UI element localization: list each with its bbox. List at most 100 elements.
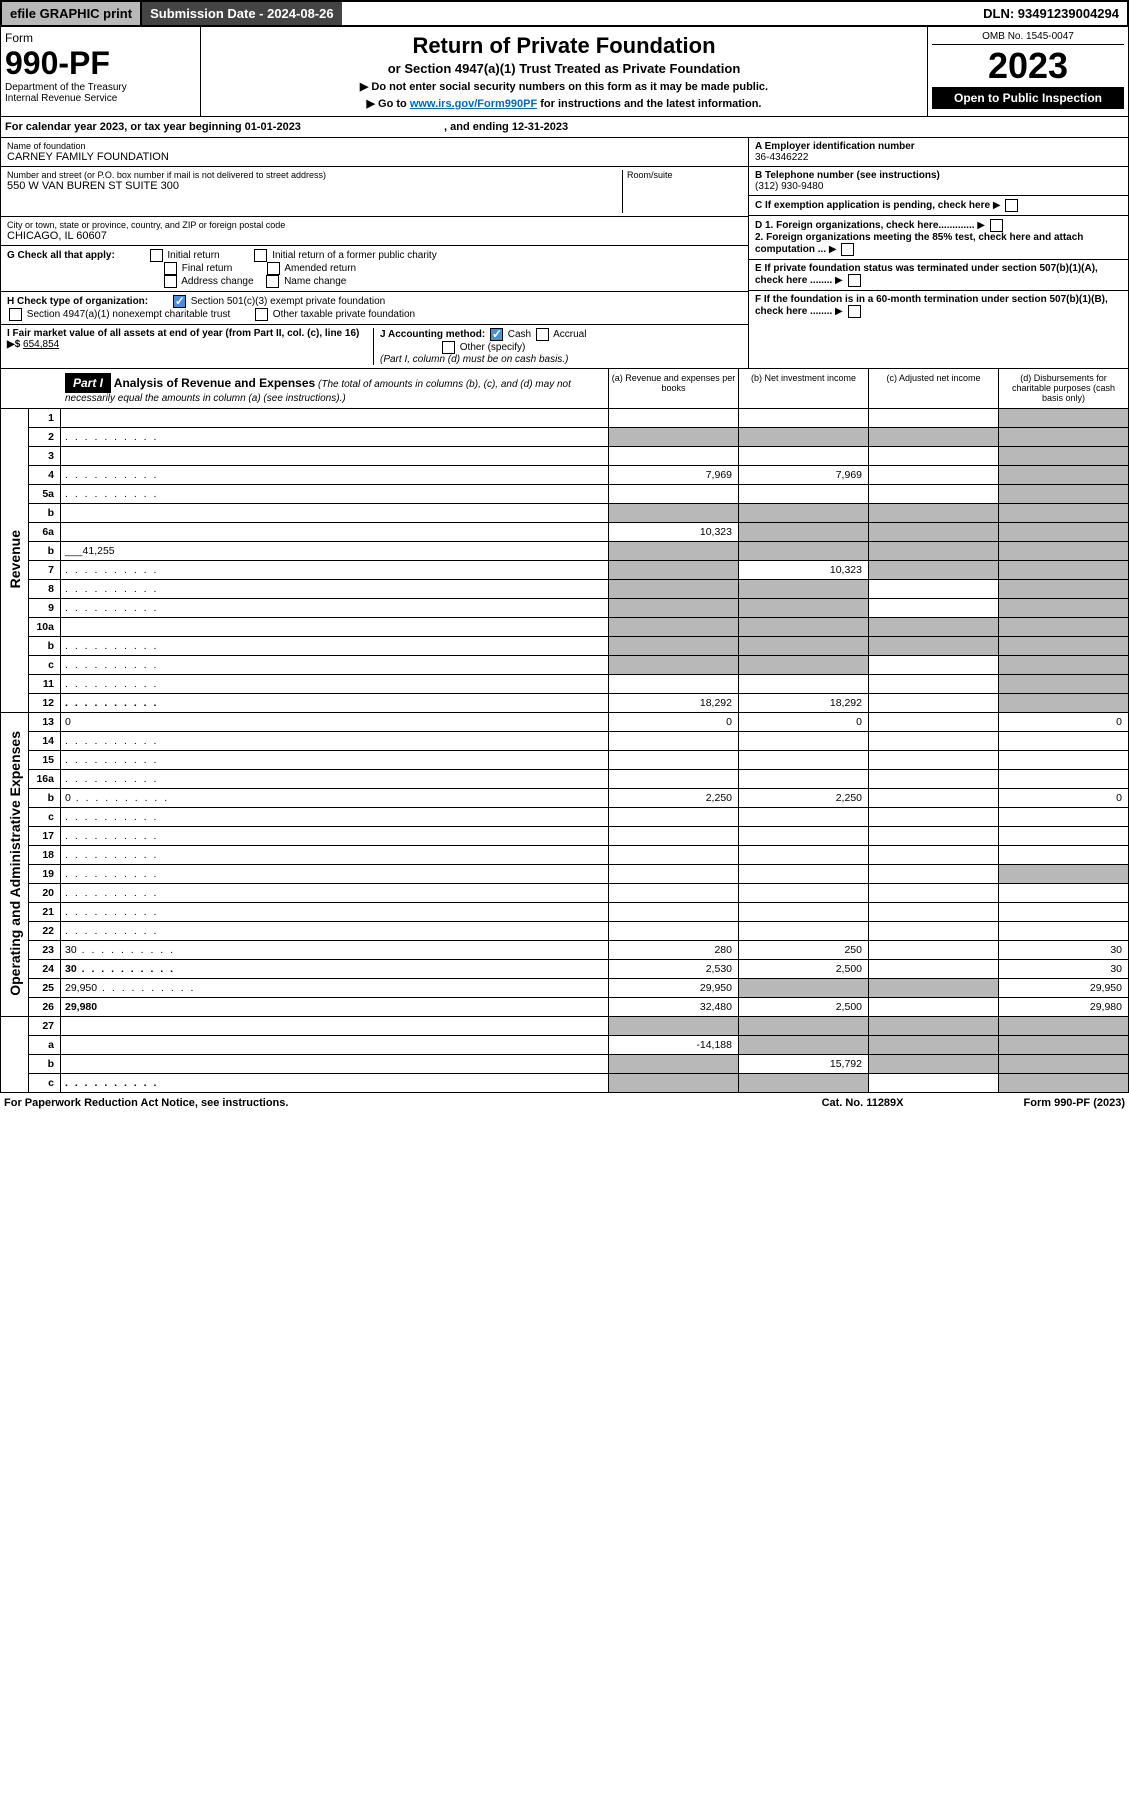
amount-cell bbox=[609, 428, 739, 447]
amount-cell bbox=[999, 1055, 1129, 1074]
table-row: 21 bbox=[1, 903, 1129, 922]
footer-right: Form 990-PF (2023) bbox=[1024, 1097, 1125, 1109]
amount-cell bbox=[609, 1017, 739, 1036]
amount-cell bbox=[999, 561, 1129, 580]
amount-cell bbox=[739, 751, 869, 770]
table-row: 5a bbox=[1, 485, 1129, 504]
line-description: 30 bbox=[61, 960, 609, 979]
f-checkbox[interactable] bbox=[848, 305, 861, 318]
line-description: 0 bbox=[61, 789, 609, 808]
line-description bbox=[61, 827, 609, 846]
line-number: 4 bbox=[29, 466, 61, 485]
amount-cell bbox=[739, 846, 869, 865]
line-number: a bbox=[29, 1036, 61, 1055]
amount-cell bbox=[869, 922, 999, 941]
amount-cell bbox=[999, 884, 1129, 903]
amount-cell bbox=[999, 694, 1129, 713]
phone-value: (312) 930-9480 bbox=[755, 181, 823, 192]
line-number: 16a bbox=[29, 770, 61, 789]
name-label: Name of foundation bbox=[7, 141, 742, 151]
exemption-checkbox[interactable] bbox=[1005, 199, 1018, 212]
amount-cell bbox=[869, 504, 999, 523]
table-row: 15 bbox=[1, 751, 1129, 770]
other-taxable-checkbox[interactable] bbox=[255, 308, 268, 321]
j-section: J Accounting method: Cash Accrual Other … bbox=[374, 328, 742, 365]
amount-cell: 18,292 bbox=[739, 694, 869, 713]
amount-cell bbox=[999, 922, 1129, 941]
amount-cell bbox=[869, 1055, 999, 1074]
amount-cell: 280 bbox=[609, 941, 739, 960]
amount-cell: 18,292 bbox=[609, 694, 739, 713]
amount-cell bbox=[869, 751, 999, 770]
amount-cell bbox=[999, 770, 1129, 789]
name-change-checkbox[interactable] bbox=[266, 275, 279, 288]
line-number: 25 bbox=[29, 979, 61, 998]
initial-public-checkbox[interactable] bbox=[254, 249, 267, 262]
tax-year: 2023 bbox=[932, 45, 1124, 87]
amount-cell bbox=[739, 618, 869, 637]
amount-cell bbox=[999, 599, 1129, 618]
table-row: b bbox=[1, 637, 1129, 656]
irs-link[interactable]: www.irs.gov/Form990PF bbox=[410, 98, 537, 110]
d2-checkbox[interactable] bbox=[841, 243, 854, 256]
amount-cell bbox=[609, 580, 739, 599]
room-label: Room/suite bbox=[627, 170, 742, 180]
amount-cell bbox=[739, 865, 869, 884]
accrual-checkbox[interactable] bbox=[536, 328, 549, 341]
amount-cell bbox=[869, 1074, 999, 1093]
501c3-checkbox[interactable] bbox=[173, 295, 186, 308]
section-label: Operating and Administrative Expenses bbox=[1, 713, 29, 1017]
line-number: c bbox=[29, 656, 61, 675]
d1-checkbox[interactable] bbox=[990, 219, 1003, 232]
amount-cell bbox=[869, 1036, 999, 1055]
col-b-header: (b) Net investment income bbox=[738, 369, 868, 408]
amount-cell bbox=[999, 542, 1129, 561]
amount-cell bbox=[999, 637, 1129, 656]
amount-cell bbox=[739, 485, 869, 504]
address-label: Number and street (or P.O. box number if… bbox=[7, 170, 622, 180]
table-row: Revenue1 bbox=[1, 409, 1129, 428]
amount-cell: 2,250 bbox=[609, 789, 739, 808]
amended-return-checkbox[interactable] bbox=[267, 262, 280, 275]
other-method-checkbox[interactable] bbox=[442, 341, 455, 354]
line-number: 11 bbox=[29, 675, 61, 694]
table-row: Operating and Administrative Expenses130… bbox=[1, 713, 1129, 732]
amount-cell bbox=[869, 884, 999, 903]
amount-cell bbox=[869, 789, 999, 808]
table-row: 2 bbox=[1, 428, 1129, 447]
amount-cell bbox=[609, 485, 739, 504]
line-description bbox=[61, 903, 609, 922]
efile-button[interactable]: efile GRAPHIC print bbox=[2, 2, 142, 25]
line-description bbox=[61, 1017, 609, 1036]
amount-cell bbox=[609, 732, 739, 751]
line-number: b bbox=[29, 504, 61, 523]
table-row: 47,9697,969 bbox=[1, 466, 1129, 485]
final-return-checkbox[interactable] bbox=[164, 262, 177, 275]
line-number: 15 bbox=[29, 751, 61, 770]
initial-return-checkbox[interactable] bbox=[150, 249, 163, 262]
table-row: 24302,5302,50030 bbox=[1, 960, 1129, 979]
amount-cell bbox=[739, 979, 869, 998]
amount-cell bbox=[869, 485, 999, 504]
line-description bbox=[61, 884, 609, 903]
amount-cell bbox=[869, 599, 999, 618]
amount-cell bbox=[739, 504, 869, 523]
table-row: 3 bbox=[1, 447, 1129, 466]
table-row: 14 bbox=[1, 732, 1129, 751]
e-checkbox[interactable] bbox=[848, 274, 861, 287]
amount-cell bbox=[609, 1055, 739, 1074]
amount-cell bbox=[609, 637, 739, 656]
amount-cell bbox=[869, 998, 999, 1017]
address-change-checkbox[interactable] bbox=[164, 275, 177, 288]
line-description bbox=[61, 808, 609, 827]
amount-cell bbox=[999, 466, 1129, 485]
line-description bbox=[61, 770, 609, 789]
line-description bbox=[61, 447, 609, 466]
amount-cell: -14,188 bbox=[609, 1036, 739, 1055]
line-number: 5a bbox=[29, 485, 61, 504]
cash-checkbox[interactable] bbox=[490, 328, 503, 341]
amount-cell bbox=[609, 751, 739, 770]
amount-cell bbox=[869, 694, 999, 713]
4947-checkbox[interactable] bbox=[9, 308, 22, 321]
line-description bbox=[61, 846, 609, 865]
